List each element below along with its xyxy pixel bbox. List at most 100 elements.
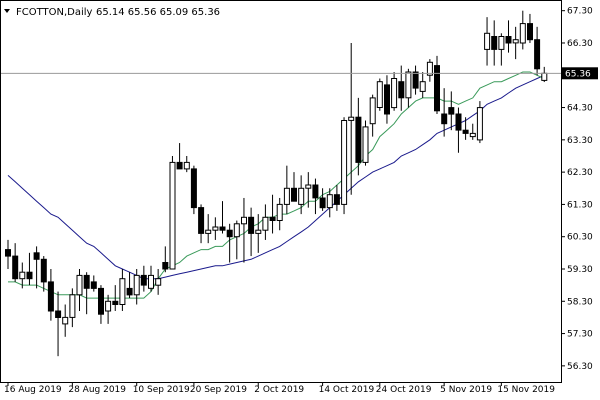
candle-body-down [412, 71, 419, 89]
candle-body-down [198, 207, 205, 234]
candle [183, 155, 190, 173]
candle [455, 107, 462, 153]
candle-body-down [333, 194, 340, 205]
candle-body-down [319, 197, 326, 209]
candle [126, 272, 133, 299]
candle-body-down [269, 216, 276, 222]
y-axis: 67.30 66.30 64.30 63.30 62.30 61.30 60.30 59.30… [561, 7, 593, 372]
candle [276, 197, 283, 231]
candle-body-down [47, 281, 54, 312]
candle-body-down [248, 216, 255, 234]
candle-body-down [176, 161, 183, 170]
candle [205, 214, 212, 244]
x-tick-label: 20 Sep 2019 [190, 385, 247, 395]
candle [348, 42, 355, 195]
ma-slow-layer [7, 74, 545, 280]
ohlc-readout: 65.14 65.56 65.09 65.36 [96, 7, 220, 18]
candle-body-up [305, 184, 312, 189]
candle [248, 207, 255, 257]
candle-body-up [262, 216, 269, 231]
candle-body-up [298, 187, 305, 205]
candle-body-up [484, 32, 491, 50]
candle [169, 155, 176, 270]
candle-body-down [448, 107, 455, 115]
candle [426, 59, 433, 82]
y-tick-label: 58.30 [567, 297, 593, 307]
y-tick-label: 66.30 [567, 39, 593, 49]
candle-body-up [133, 274, 140, 296]
candle-body-up [283, 187, 290, 205]
candle-body-up [241, 216, 247, 225]
candle [362, 120, 369, 166]
candle [5, 239, 11, 269]
candle-body-up [233, 223, 240, 238]
candle [33, 246, 40, 289]
y-tick-label: 56.30 [567, 362, 593, 372]
candle-body-up [376, 81, 383, 108]
candle [198, 204, 205, 244]
candle-body-down [12, 255, 19, 280]
ma-slow-line [7, 74, 545, 280]
candle-body-up [341, 120, 348, 205]
candle-body-down [55, 310, 62, 318]
candle-body-down [226, 229, 233, 238]
candle-body-down [33, 252, 40, 260]
candle-body-down [441, 113, 448, 125]
candle-body-up [476, 107, 483, 141]
candle [326, 188, 333, 218]
candle-body-down [26, 271, 33, 280]
y-tick-label: 59.30 [567, 265, 593, 275]
candle-body-down [384, 84, 390, 115]
candle [226, 223, 233, 263]
y-tick-label: 67.30 [567, 7, 593, 17]
candle-body-up [426, 61, 433, 76]
candle [519, 10, 526, 50]
candle [12, 243, 19, 282]
candle [241, 197, 247, 263]
ma-fast-layer [8, 71, 545, 299]
candle-body-up [519, 23, 526, 44]
candle [62, 304, 69, 337]
candle-body-up [212, 226, 219, 231]
plot-frame [0, 0, 562, 383]
candle-body-down [355, 116, 362, 163]
candle-body-down [455, 113, 462, 131]
candle-body-up [391, 78, 398, 109]
y-tick-label: 60.30 [567, 233, 593, 243]
candle-body-down [462, 129, 469, 134]
candle [376, 78, 383, 111]
x-tick-label: 5 Nov 2019 [440, 385, 492, 395]
x-tick-label: 28 Aug 2019 [68, 385, 126, 395]
candle [219, 201, 226, 234]
x-axis: 16 Aug 2019 28 Aug 2019 10 Sep 2019 20 Sep … [4, 382, 555, 395]
candle [476, 101, 483, 144]
candle [469, 123, 476, 140]
candle [434, 55, 440, 115]
candle [283, 165, 290, 215]
candle [262, 204, 269, 240]
candle-body-up [119, 278, 126, 306]
candle [112, 285, 119, 311]
symbol-dropdown-icon[interactable] [4, 9, 10, 13]
candle-body-down [527, 23, 533, 41]
candle [441, 88, 448, 137]
candle [76, 268, 83, 311]
y-tick-label: 62.30 [567, 168, 593, 178]
symbol-label: FCOTTON,Daily [16, 7, 93, 18]
candle-body-up [205, 229, 212, 234]
candle [462, 117, 469, 140]
candle-body-down [5, 249, 11, 257]
candle [176, 143, 183, 170]
candle-body-down [98, 287, 104, 315]
candle [527, 13, 533, 43]
candle-body-up [169, 161, 176, 270]
candle [83, 272, 90, 315]
candle [90, 275, 97, 292]
candle-body-down [291, 187, 297, 202]
candle [19, 262, 26, 289]
candle [69, 288, 76, 328]
candle [98, 285, 104, 324]
candle-body-up [105, 300, 112, 312]
last-price-label: 65.36 [565, 69, 591, 79]
